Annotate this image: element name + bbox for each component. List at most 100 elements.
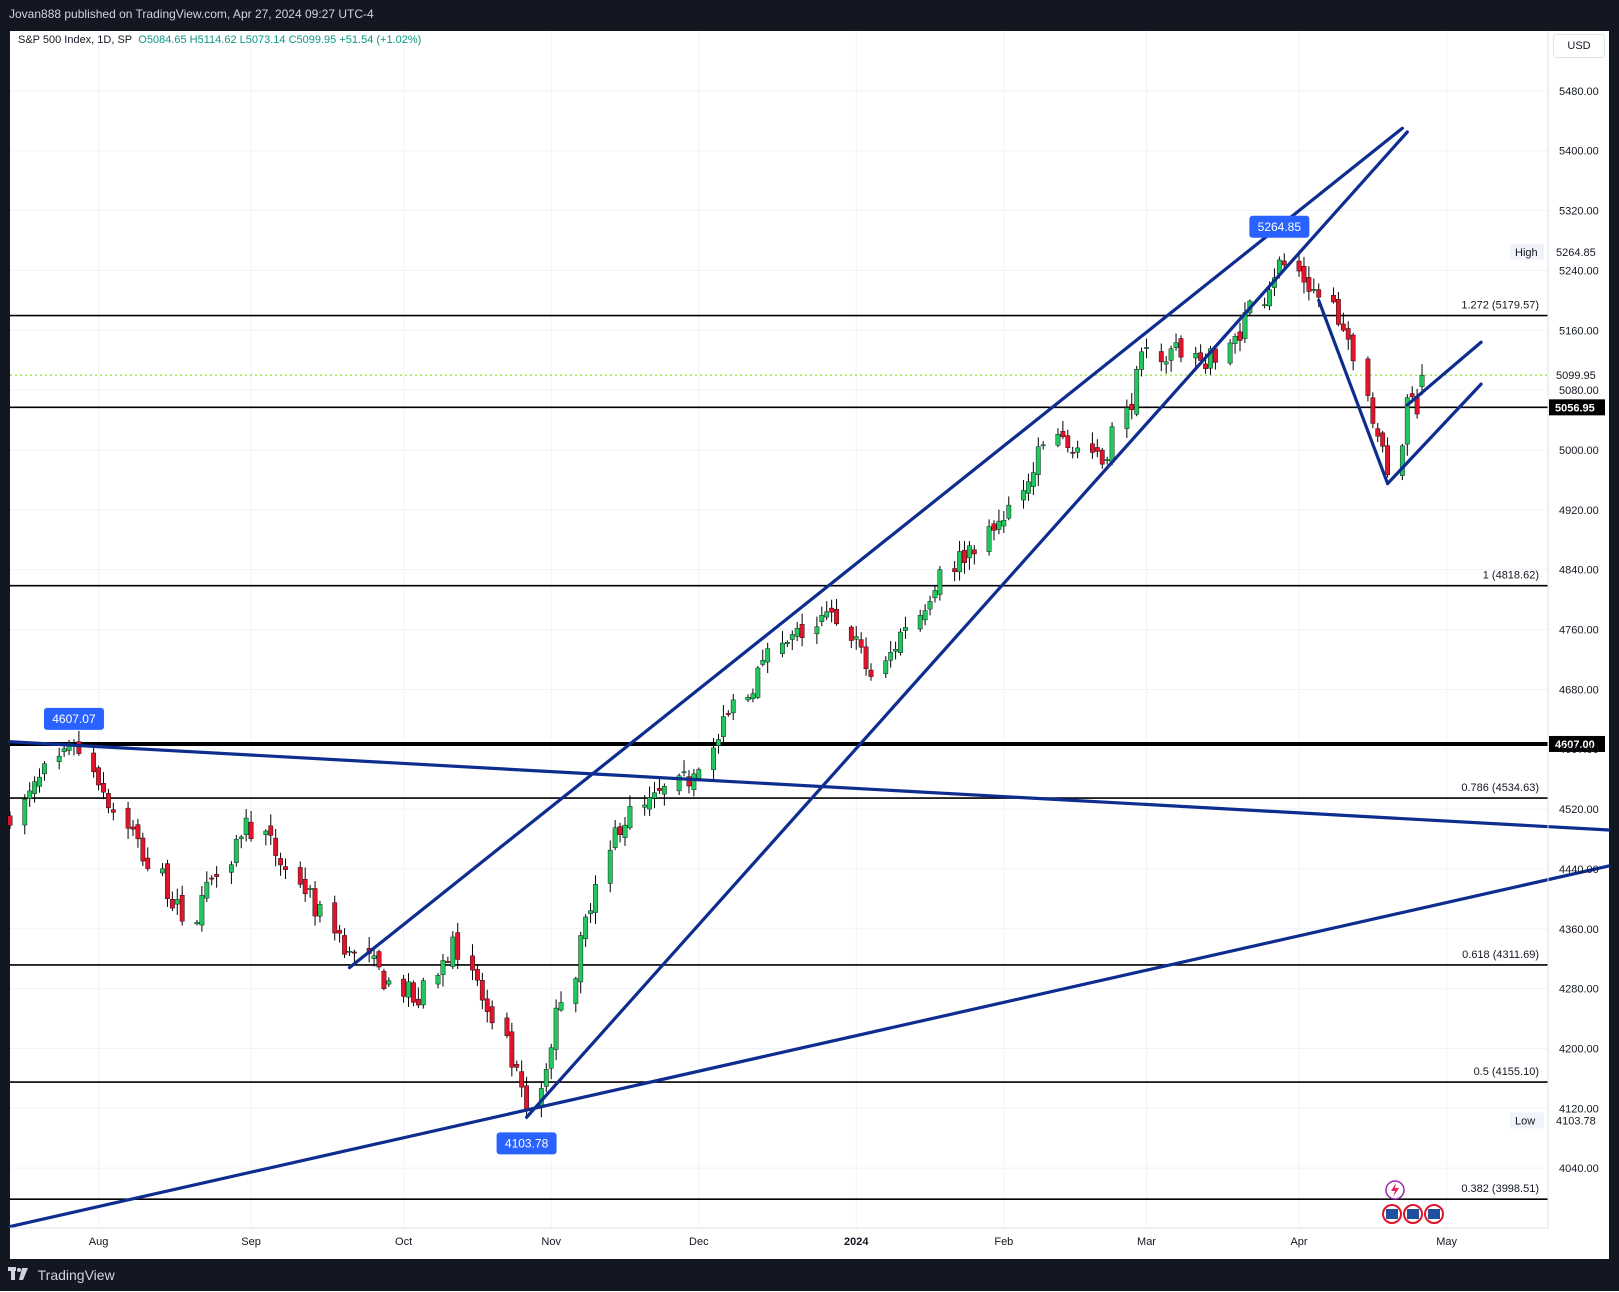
candle-body <box>721 716 726 737</box>
price-callout-box <box>1249 215 1310 238</box>
fib-level-label: 0.382 (3998.51) <box>1461 1183 1539 1195</box>
candle-body <box>307 888 313 890</box>
candle-body <box>263 830 269 835</box>
candle-body <box>962 549 967 564</box>
candle-body <box>415 998 421 1006</box>
price-callout-box <box>496 1132 557 1155</box>
candle-body <box>1385 445 1391 475</box>
price-tick-label: 4040.00 <box>1559 1163 1599 1175</box>
event-icons <box>1382 1180 1444 1224</box>
candle-body <box>1404 397 1410 445</box>
published-text: Jovan888 published on TradingView.com, A… <box>9 7 374 21</box>
candle-body <box>1099 449 1105 465</box>
candle-body <box>1399 445 1405 476</box>
candle-body <box>578 935 584 983</box>
publish-header: Jovan888 published on TradingView.com, A… <box>0 0 1619 28</box>
trendline-flag-upper <box>1405 340 1483 407</box>
candle-body <box>1040 444 1046 447</box>
candle-body <box>642 804 648 808</box>
price-tick-label: 4840.00 <box>1559 565 1599 577</box>
candle-body <box>1139 351 1145 370</box>
price-tick-label: 4360.00 <box>1559 924 1599 936</box>
candle-body <box>799 624 805 638</box>
candle-body <box>593 884 598 913</box>
candle-body <box>101 783 106 793</box>
candle-body <box>337 930 343 934</box>
candle-body <box>509 1031 515 1068</box>
candle-body <box>927 601 933 610</box>
candle-body <box>27 790 33 799</box>
candle-body <box>440 960 446 975</box>
candle-body <box>435 975 441 985</box>
price-tick-label: 4607.00 <box>1559 744 1599 756</box>
price-tick-label: 4200.00 <box>1559 1043 1599 1055</box>
candle-body <box>1075 447 1081 453</box>
time-tick-label: Sep <box>241 1236 261 1248</box>
candle-body <box>1331 295 1336 303</box>
candle-body <box>627 806 633 829</box>
candle-body <box>952 568 958 573</box>
candle-body <box>386 980 392 985</box>
time-tick-label: Oct <box>395 1236 412 1248</box>
candle-body <box>932 590 938 599</box>
candle-body <box>297 867 303 885</box>
candle-body <box>573 978 579 1004</box>
trendline-flag-lower <box>1385 382 1483 486</box>
candle-body <box>1089 443 1095 453</box>
candle-body <box>863 646 869 670</box>
candle-body <box>780 642 785 654</box>
currency-button[interactable]: USD <box>1553 34 1605 58</box>
candle-body <box>553 1007 559 1050</box>
price-tick-label: 4120.00 <box>1559 1103 1599 1115</box>
candle-body <box>342 935 347 955</box>
candle-body <box>789 634 795 640</box>
candle-body <box>681 771 687 774</box>
candle-body <box>484 998 490 1012</box>
tradingview-logo-icon <box>8 1260 30 1292</box>
candle-body <box>411 982 416 1003</box>
candle-body <box>1380 432 1386 447</box>
time-tick-label: Aug <box>89 1236 109 1248</box>
candle-body <box>450 936 456 967</box>
level-price-text: 4607.00 <box>1555 739 1595 751</box>
candle-body <box>7 815 13 826</box>
candle-body <box>312 888 318 917</box>
candle-body <box>105 793 111 809</box>
candle-body <box>91 752 97 773</box>
candle-body <box>371 955 377 959</box>
candle-body <box>1203 363 1208 369</box>
candle-body <box>917 615 923 630</box>
candle-body <box>209 877 215 880</box>
candle-body <box>1104 459 1110 461</box>
last-price-label: 5099.95 <box>1556 370 1596 382</box>
price-tick-label: 5320.00 <box>1559 206 1599 218</box>
close-value: C5099.95 <box>288 34 337 46</box>
candle-body <box>543 1069 549 1087</box>
candle-body <box>489 1006 495 1024</box>
open-value: O5084.65 <box>138 34 187 46</box>
candle-body <box>1001 520 1007 527</box>
candle-body <box>1163 361 1169 365</box>
us-flag-stripes-icon <box>1407 1209 1419 1219</box>
candle-body <box>475 969 480 981</box>
candle-body <box>617 826 623 836</box>
candle-body <box>548 1047 554 1069</box>
fib-level-label: 0.786 (4534.63) <box>1461 782 1539 794</box>
high-value: H5114.62 <box>189 34 237 46</box>
candle-body <box>1208 348 1213 369</box>
candle-body <box>214 874 220 877</box>
candle-body <box>1168 348 1174 361</box>
candle-body <box>1237 331 1243 341</box>
low-value: L5073.14 <box>239 34 286 46</box>
time-tick-label: 2024 <box>844 1236 869 1248</box>
candle-body <box>135 824 141 840</box>
candle-body <box>612 827 618 848</box>
time-tick-label: Feb <box>994 1236 1013 1248</box>
low-marker-value: 4103.78 <box>1556 1115 1596 1127</box>
price-callout-text: 4607.07 <box>52 712 96 726</box>
candle-body <box>794 628 800 637</box>
candle-body <box>125 807 131 829</box>
candle-body <box>406 981 411 998</box>
price-callout-text: 4103.78 <box>505 1136 549 1150</box>
